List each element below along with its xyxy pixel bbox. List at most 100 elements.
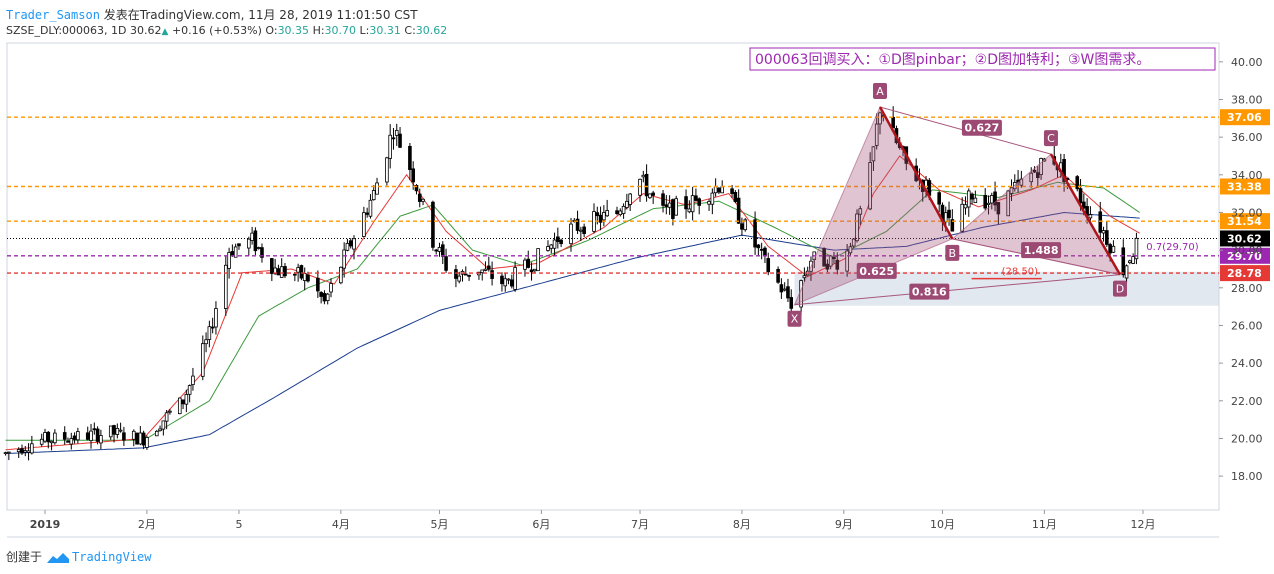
candle-body <box>7 451 11 454</box>
candle <box>878 111 882 135</box>
candle-body <box>556 236 560 242</box>
tradingview-brand-link[interactable]: TradingView <box>72 550 152 564</box>
candle-body <box>707 201 711 205</box>
candle-body <box>168 410 172 413</box>
candle-body <box>615 210 619 215</box>
candle <box>648 193 652 200</box>
candle <box>467 274 471 281</box>
ratio-badge: 0.625 <box>856 262 897 279</box>
ratio-label: 0.625 <box>859 265 894 278</box>
candle-body <box>851 238 856 247</box>
candle-body <box>736 197 741 224</box>
candle <box>237 243 241 250</box>
candle <box>16 447 21 459</box>
candle-body <box>414 185 419 192</box>
candle <box>506 278 511 285</box>
candle-body <box>1078 188 1083 204</box>
candle <box>717 186 721 195</box>
candle-body <box>822 248 826 267</box>
ratio-badge-bg <box>856 262 897 279</box>
candle-body <box>161 420 166 430</box>
candle <box>638 178 642 202</box>
annotation-text: (28.50) <box>1002 267 1039 278</box>
candle-body <box>983 194 988 209</box>
candle <box>868 152 872 211</box>
y-tick-label: 28.00 <box>1231 282 1263 295</box>
candle <box>661 190 665 213</box>
candle-body <box>1111 245 1116 253</box>
candle-body <box>575 218 580 231</box>
candle <box>260 243 264 263</box>
candle <box>99 429 103 450</box>
candle-body <box>1029 172 1034 183</box>
candle-body <box>874 123 879 146</box>
ma-mid-line <box>5 181 1140 441</box>
candle-body <box>181 399 185 405</box>
candle-body <box>759 248 764 251</box>
candle-body <box>786 286 790 299</box>
candle-body <box>270 258 274 274</box>
candle-body <box>986 202 991 205</box>
candle-body <box>145 437 149 448</box>
candle <box>342 242 346 278</box>
candle <box>644 164 649 202</box>
x-tick-label: 10月 <box>930 518 955 531</box>
candle <box>1111 240 1116 253</box>
candle-body <box>95 428 100 442</box>
candle-body <box>158 428 162 432</box>
candle <box>855 209 859 243</box>
candle-body <box>66 440 70 443</box>
chart-title: 000063回调买入：①D图pinbar；②D图加特利；③W图需求。 <box>749 47 1216 71</box>
ratio-badge-bg <box>909 283 950 300</box>
candle-body <box>763 247 767 256</box>
candle-body <box>237 243 241 247</box>
candle <box>828 255 833 270</box>
candle-body <box>46 431 51 443</box>
candle <box>483 261 488 272</box>
candle-body <box>546 246 550 251</box>
candle-body <box>296 267 300 273</box>
candle-body <box>112 425 116 435</box>
candle <box>789 289 794 312</box>
candle <box>523 257 527 277</box>
author-name[interactable]: Trader_Samson <box>6 8 100 22</box>
candle <box>786 278 790 303</box>
leg-ab <box>878 106 954 240</box>
candle <box>345 238 350 252</box>
candle <box>618 208 623 217</box>
candle-body <box>828 255 833 267</box>
candle-body <box>339 266 343 284</box>
candle <box>858 205 863 225</box>
candle-body <box>342 249 346 269</box>
candle-body <box>569 223 573 245</box>
candle-body <box>648 193 652 199</box>
candle-body <box>661 193 665 206</box>
level-tag <box>1220 178 1270 195</box>
candle <box>385 156 389 186</box>
candle-body <box>973 197 978 204</box>
candle <box>802 267 807 282</box>
candle <box>503 273 508 292</box>
candle-body <box>713 186 718 194</box>
candle <box>1088 206 1093 221</box>
candle <box>365 207 369 218</box>
candle <box>92 422 97 435</box>
candle-body <box>789 297 794 309</box>
candle <box>782 282 787 292</box>
candle-body <box>592 211 596 232</box>
candle <box>1062 153 1066 192</box>
candle <box>76 427 80 444</box>
candle <box>667 195 672 215</box>
candle-body <box>99 435 103 444</box>
candle-body <box>1039 158 1043 176</box>
candle-body <box>365 212 369 215</box>
candle-body <box>276 268 281 276</box>
candle <box>536 248 540 272</box>
candle <box>39 433 44 447</box>
candle <box>674 195 678 216</box>
candle-body <box>76 431 80 441</box>
candle-body <box>579 229 583 232</box>
candle-body <box>302 273 307 281</box>
close-value: 30.62 <box>415 24 448 37</box>
